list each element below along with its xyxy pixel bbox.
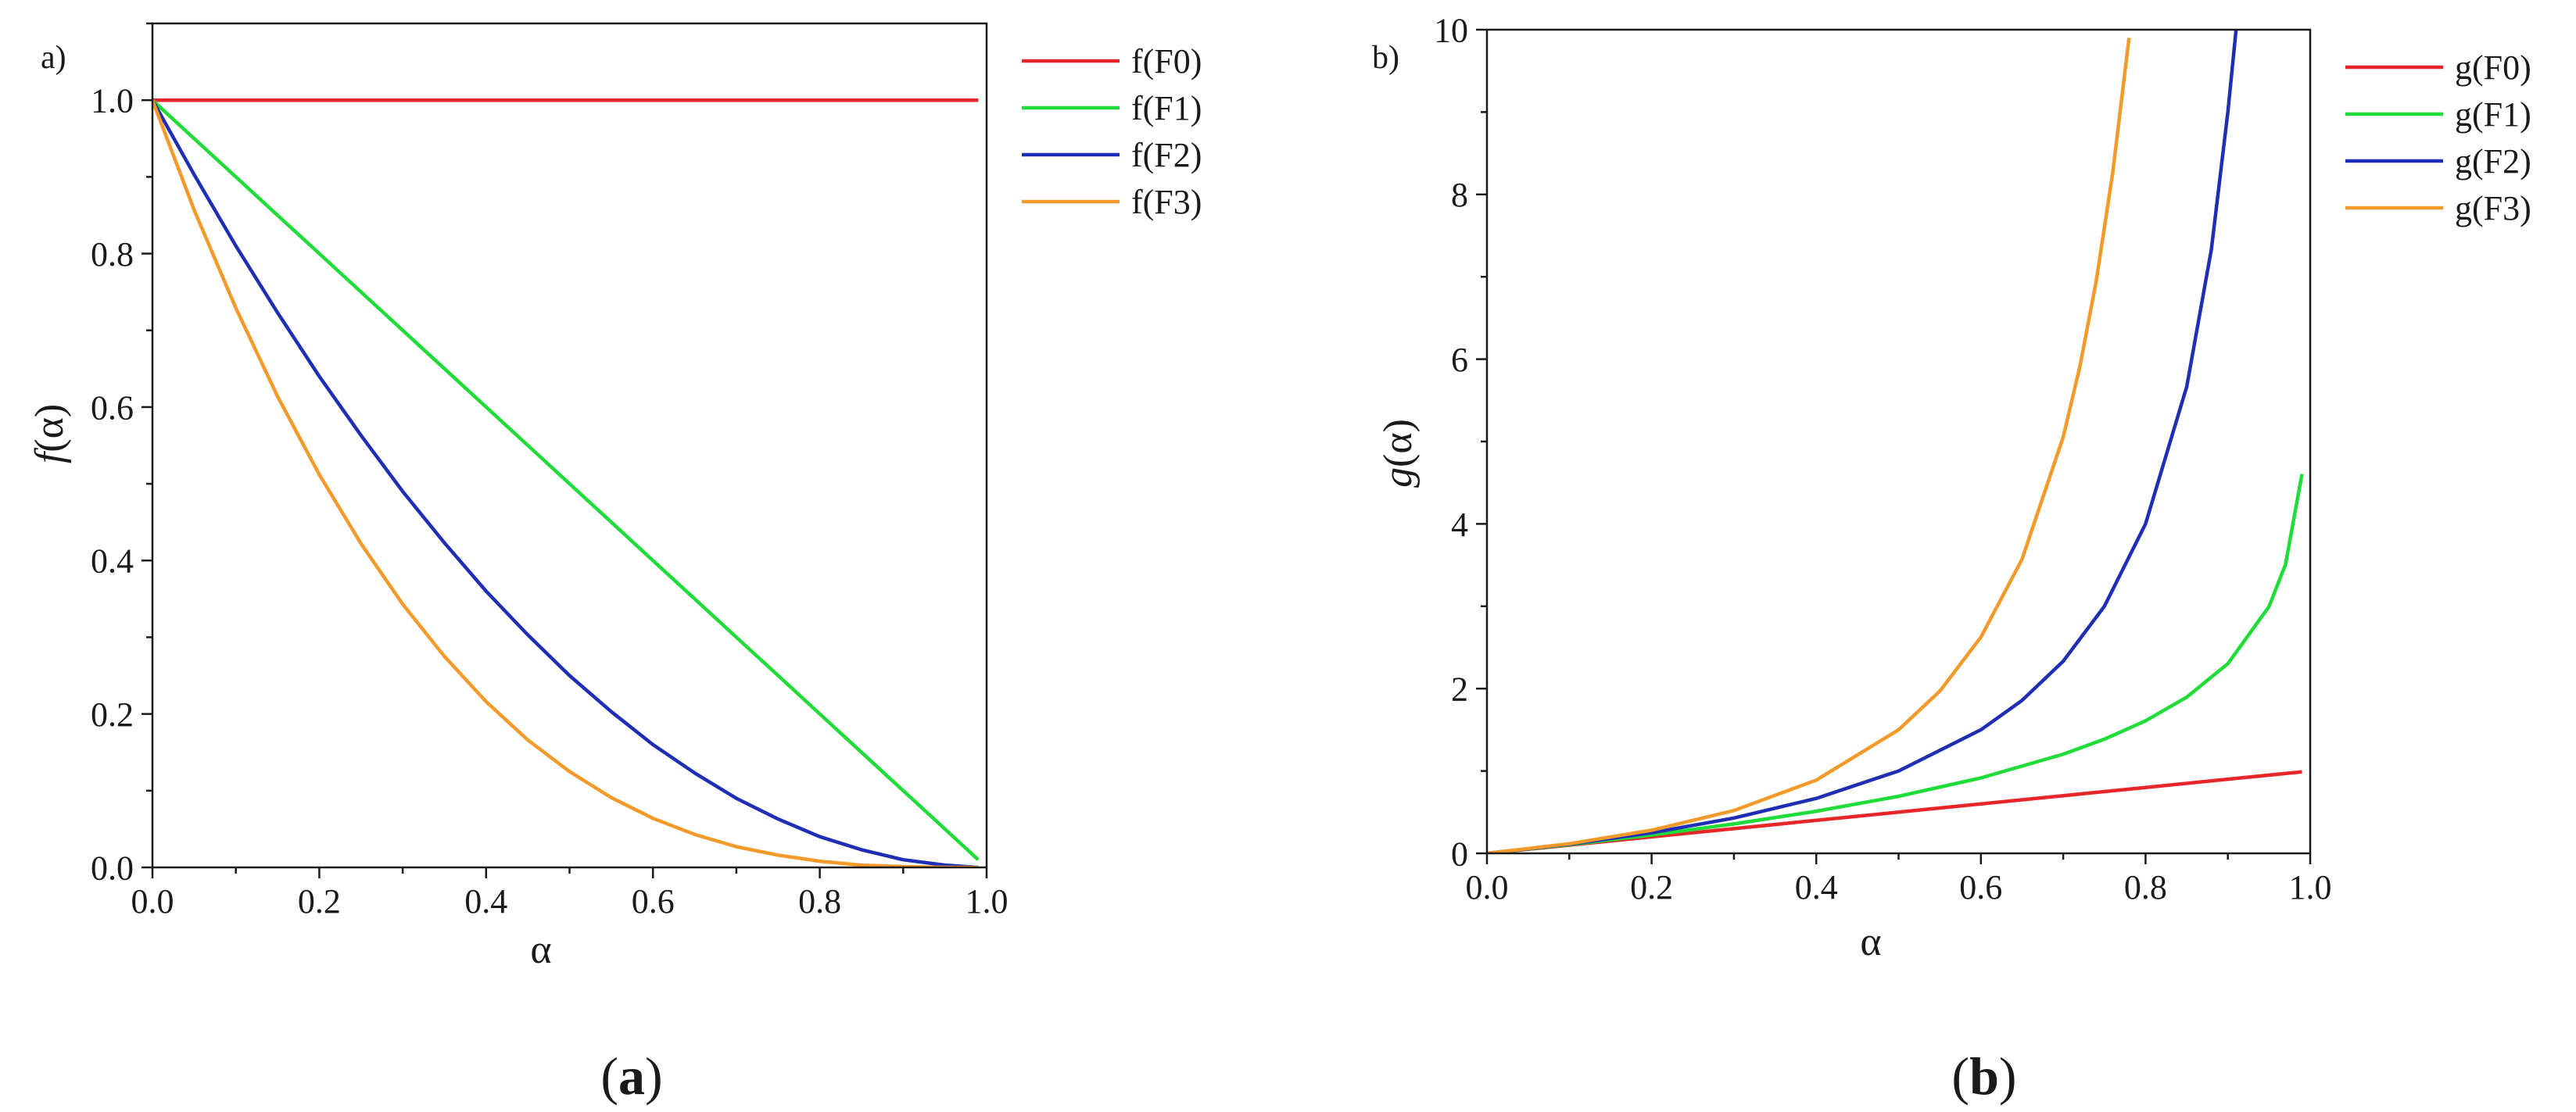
y-tick-label: 0.8 bbox=[91, 235, 134, 274]
y-tick-label: 6 bbox=[1451, 341, 1468, 379]
x-tick-label: 1.0 bbox=[2289, 868, 2332, 906]
y-axis-label-b-rest: (α) bbox=[1376, 419, 1421, 467]
x-tick-label: 0.8 bbox=[798, 882, 841, 921]
legend-label-f0: g(F0) bbox=[2455, 48, 2531, 87]
x-tick-label: 0.6 bbox=[632, 882, 675, 921]
x-tick-label: 0.8 bbox=[2124, 868, 2167, 906]
y-tick-label: 0 bbox=[1451, 835, 1468, 873]
series-line-f2 bbox=[1487, 30, 2238, 853]
x-tick-label: 0.2 bbox=[298, 882, 341, 921]
legend-b: g(F0) g(F1) g(F2) g(F3) bbox=[2345, 48, 2531, 227]
legend-label-f1: f(F1) bbox=[1131, 89, 1202, 127]
y-axis-label-a: f(α) bbox=[27, 404, 72, 463]
y-axis-label-a-rest: (α) bbox=[27, 404, 72, 452]
legend-label-f1: g(F1) bbox=[2455, 95, 2531, 134]
y-axis-label-b-italic: g bbox=[1376, 467, 1421, 488]
legend-label-f0: f(F0) bbox=[1131, 42, 1202, 80]
caption-a: (a) bbox=[600, 1046, 662, 1106]
legend-label-f3: f(F3) bbox=[1131, 183, 1202, 221]
x-tick-label: 0.0 bbox=[1466, 868, 1509, 906]
y-tick-label: 4 bbox=[1451, 506, 1468, 544]
y-tick-label: 2 bbox=[1451, 670, 1468, 709]
x-axis-label-a: α bbox=[530, 928, 551, 972]
legend-label-f2: g(F2) bbox=[2455, 142, 2531, 181]
series-line-f2 bbox=[152, 99, 979, 867]
panel-a: 0.0 0.2 0.4 0.6 0.8 1.00.00.20.40.60.81.0 a) … bbox=[27, 22, 1202, 1106]
x-tick-label: 0.6 bbox=[1959, 868, 2002, 906]
plot-frame bbox=[151, 22, 988, 869]
y-tick-label: 0.0 bbox=[91, 849, 134, 887]
y-tick-label: 0.2 bbox=[91, 695, 134, 734]
plot-area-b: 0.0 0.2 0.4 0.6 0.8 1.0 0 2 4 6 8 10 bbox=[1434, 11, 2332, 906]
y-tick-label: 10 bbox=[1434, 11, 1468, 49]
caption-b: (b) bbox=[1951, 1046, 2016, 1106]
y-tick-label: 8 bbox=[1451, 176, 1468, 214]
legend-label-f3: g(F3) bbox=[2455, 189, 2531, 227]
series-line-f1 bbox=[152, 98, 980, 861]
y-tick-label: 0.6 bbox=[91, 388, 134, 427]
series-line-f1 bbox=[1487, 474, 2304, 853]
legend-label-f2: f(F2) bbox=[1131, 136, 1202, 174]
y-tick-label: 0.4 bbox=[91, 542, 134, 581]
plot-area-a: 0.0 0.2 0.4 0.6 0.8 1.0 0.0 0.2 0.4 0.6 0.8 1.0 bbox=[91, 22, 1009, 921]
panel-b: 0.0 0.2 0.4 0.6 0.8 1.0 0 2 4 6 8 10 b) α g(α) g(F0… bbox=[1372, 11, 2531, 1106]
x-tick-label: 0.0 bbox=[131, 882, 174, 921]
x-tick-label: 0.2 bbox=[1630, 868, 1673, 906]
corner-label-b: b) bbox=[1372, 40, 1399, 76]
series-line-f3 bbox=[152, 99, 979, 867]
x-axis-label-b: α bbox=[1860, 920, 1881, 964]
x-tick-label: 0.4 bbox=[464, 882, 507, 921]
x-tick-label: 1.0 bbox=[966, 882, 1009, 921]
y-tick-label: 1.0 bbox=[91, 82, 134, 120]
x-tick-label: 0.4 bbox=[1795, 868, 1838, 906]
series-line-f3 bbox=[1487, 38, 2131, 853]
y-axis-label-b: g(α) bbox=[1376, 419, 1421, 488]
legend-a: f(F0) f(F1) f(F2) f(F3) bbox=[1022, 42, 1202, 221]
corner-label-a: a) bbox=[41, 40, 66, 76]
